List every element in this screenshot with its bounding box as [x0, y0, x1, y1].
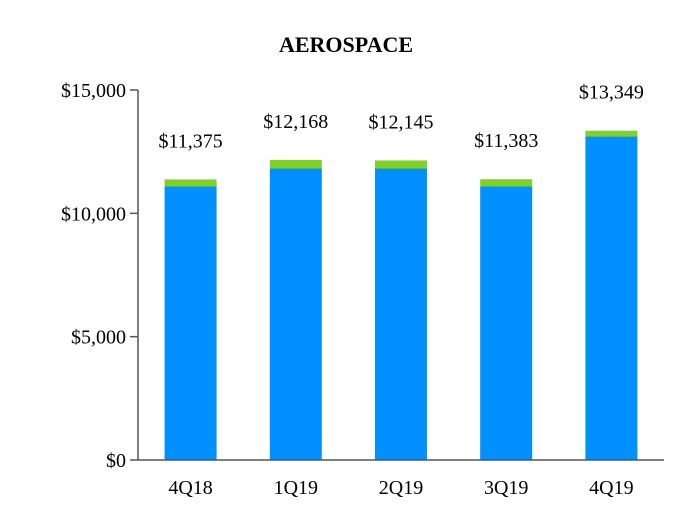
data-label-3q19: $11,383 — [474, 130, 538, 152]
x-tick-label-3q19: 3Q19 — [484, 477, 528, 499]
y-tick-label: $15,000 — [61, 80, 126, 102]
axes-group: 4Q18 1Q19 2Q19 3Q19 4Q19 $0 $5,000 $10,000 $15,0… — [61, 80, 664, 499]
y-tick-label: $5,000 — [71, 327, 126, 349]
x-tick-label-2q19: 2Q19 — [379, 477, 423, 499]
bar-series-group — [164, 130, 638, 460]
y-tick-label: $0 — [106, 450, 126, 472]
x-tick-label-1q19: 1Q19 — [274, 477, 318, 499]
bar-base-4q19 — [585, 136, 638, 460]
bar-base-4q18 — [164, 186, 217, 460]
bar-top-4q18 — [164, 179, 217, 187]
bar-base-3q19 — [480, 186, 533, 460]
data-label-1q19: $12,168 — [263, 111, 328, 133]
bar-top-2q19 — [375, 160, 427, 169]
bar-base-1q19 — [269, 168, 322, 460]
data-label-4q18: $11,375 — [158, 130, 222, 152]
bar-top-3q19 — [480, 179, 533, 187]
data-label-group: $11,375 $12,168 $12,145 $11,383 $13,349 — [158, 82, 643, 153]
bar-base-2q19 — [375, 168, 427, 460]
bar-top-4q19 — [585, 130, 638, 137]
x-tick-label-4q18: 4Q18 — [168, 477, 212, 499]
chart-title: AEROSPACE — [279, 32, 413, 57]
x-tick-label-4q19: 4Q19 — [589, 477, 633, 499]
data-label-4q19: $13,349 — [579, 82, 644, 104]
bar-top-1q19 — [269, 159, 322, 169]
y-tick-label: $10,000 — [61, 203, 126, 225]
data-label-2q19: $12,145 — [369, 111, 434, 133]
